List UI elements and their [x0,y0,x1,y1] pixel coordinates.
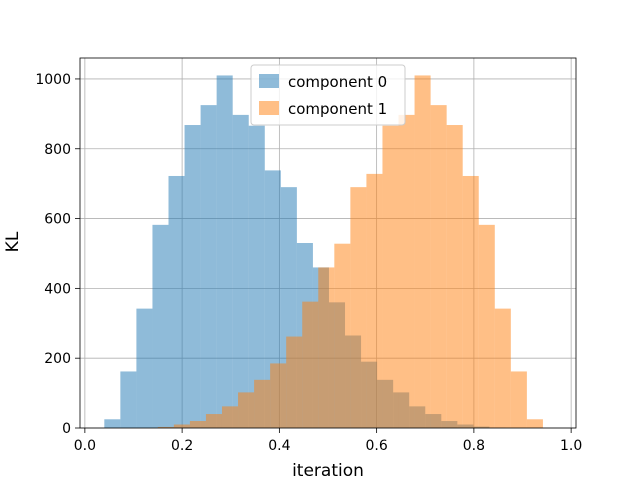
y-tick-label: 1000 [35,72,71,88]
histogram-bar [479,225,495,428]
histogram-bar [233,115,249,428]
histogram-bar [511,371,527,428]
y-tick-label: 0 [62,421,71,437]
x-axis-label: iteration [292,461,364,480]
x-tick-label: 0.4 [268,438,290,454]
y-tick-label: 400 [44,281,71,297]
histogram-bar [169,176,185,428]
histogram-bar [206,414,222,428]
histogram-bar [254,380,270,428]
histogram-bar [217,75,233,428]
histogram-bar [431,105,447,428]
histogram-bar [120,371,136,428]
histogram-bar [463,176,479,428]
histogram-bar [495,309,511,428]
histogram-bar [201,105,217,428]
y-tick-label: 200 [44,351,71,367]
histogram-bar [334,244,350,428]
x-tick-label: 0.8 [463,438,485,454]
histogram-bar [318,267,334,428]
x-tick-label: 0.2 [171,438,193,454]
legend: component 0 component 1 [251,65,405,125]
histogram-bar [366,174,382,428]
histogram-bar [222,406,238,428]
histogram-bar [286,337,302,428]
x-tick-label: 0.0 [74,438,96,454]
y-axis-label: KL [3,231,23,252]
histogram-bar [152,225,168,428]
histogram-bar [447,125,463,428]
histogram-bar [190,421,206,428]
x-tick-label: 1.0 [560,438,582,454]
histogram-bar [238,392,254,428]
legend-swatch [259,101,279,115]
histogram-bar [104,419,120,428]
y-tick-label: 600 [44,212,71,228]
histogram-bar [185,125,201,428]
legend-label: component 1 [288,100,387,118]
histogram-bar [350,187,366,428]
histogram-bar [415,75,431,428]
histogram-bar [302,302,318,428]
histogram-bar [382,126,398,428]
y-tick-label: 800 [44,142,71,158]
histogram-bar [174,425,190,428]
histogram-bar [136,309,152,428]
histogram-bar [527,419,543,428]
histogram-bar [270,363,286,428]
x-tick-label: 0.6 [365,438,387,454]
legend-label: component 0 [288,73,387,91]
legend-swatch [259,74,279,88]
histogram-bar [399,115,415,428]
